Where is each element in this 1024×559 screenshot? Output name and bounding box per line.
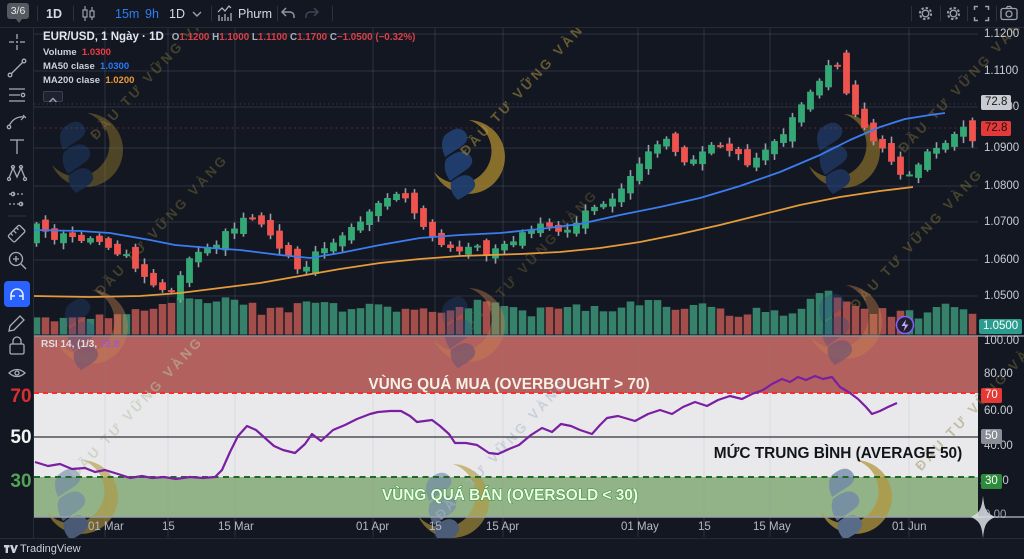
svg-text:VÙNG QUÁ BÁN (OVERSOLD < 30): VÙNG QUÁ BÁN (OVERSOLD < 30) — [382, 486, 638, 504]
svg-text:MỨC TRUNG BÌNH (AVERAGE 50): MỨC TRUNG BÌNH (AVERAGE 50) — [714, 444, 962, 462]
svg-text:VÙNG QUÁ MUA (OVERBOUGHT > 70): VÙNG QUÁ MUA (OVERBOUGHT > 70) — [368, 375, 649, 393]
